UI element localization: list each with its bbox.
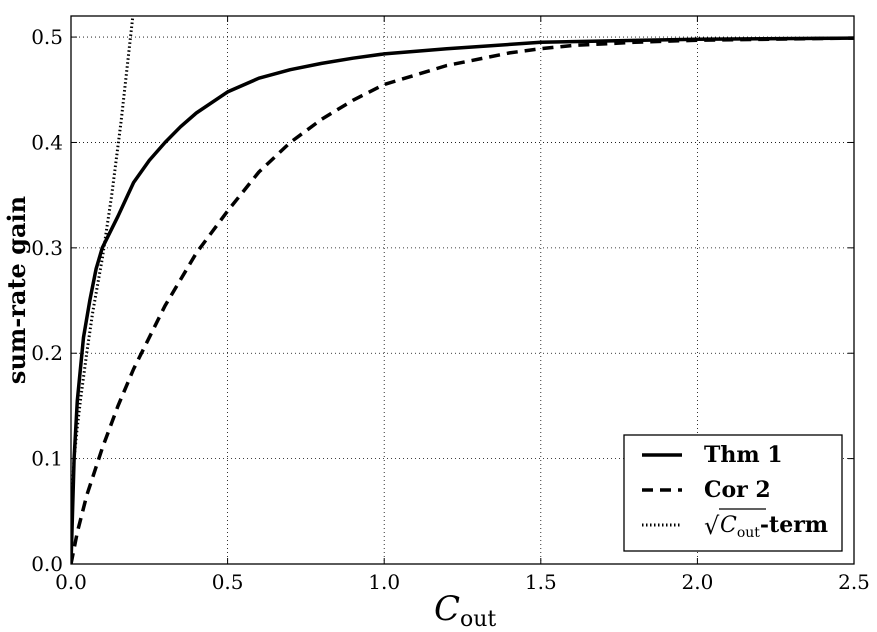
x-tick-label: 2.0 (681, 570, 713, 594)
legend-label-cor2: Cor 2 (704, 477, 771, 503)
series-lines (71, 16, 854, 564)
x-tick-label: 2.5 (838, 570, 870, 594)
x-tick-label: 0.0 (55, 570, 87, 594)
legend-entry-cor2: Cor 2 (642, 477, 771, 503)
legend-sqrt-sign: √ (704, 512, 720, 540)
y-tick-label: 0.5 (31, 25, 63, 49)
x-tick-label: 1.0 (368, 570, 400, 594)
legend-label-sqrt: Cout-term (720, 512, 828, 541)
x-ticks: 0.0 0.5 1.0 1.5 2.0 2.5 (55, 16, 870, 594)
series-line-dashed (71, 36, 854, 564)
plot-frame (70, 15, 855, 565)
y-tick-label: 0.0 (31, 552, 63, 576)
y-tick-label: 0.2 (31, 341, 63, 365)
y-axis-label: sum-rate gain (2, 196, 31, 384)
y-tick-label: 0.4 (31, 130, 63, 154)
legend: Thm 1 Cor 2 √ Cout-term (623, 434, 843, 552)
x-tick-label: 1.5 (525, 570, 557, 594)
legend-label-thm1: Thm 1 (704, 442, 783, 468)
y-ticks: 0.0 0.1 0.2 0.3 0.4 0.5 (31, 25, 854, 576)
x-tick-label: 0.5 (212, 570, 244, 594)
legend-entry-sqrt: √ Cout-term (642, 508, 828, 541)
legend-entry-thm1: Thm 1 (642, 442, 783, 468)
series-line-solid (71, 36, 854, 564)
series-line-dotted (71, 16, 135, 564)
y-tick-label: 0.1 (31, 447, 63, 471)
y-tick-label: 0.3 (31, 236, 63, 260)
x-axis-label: Cout (434, 589, 496, 632)
